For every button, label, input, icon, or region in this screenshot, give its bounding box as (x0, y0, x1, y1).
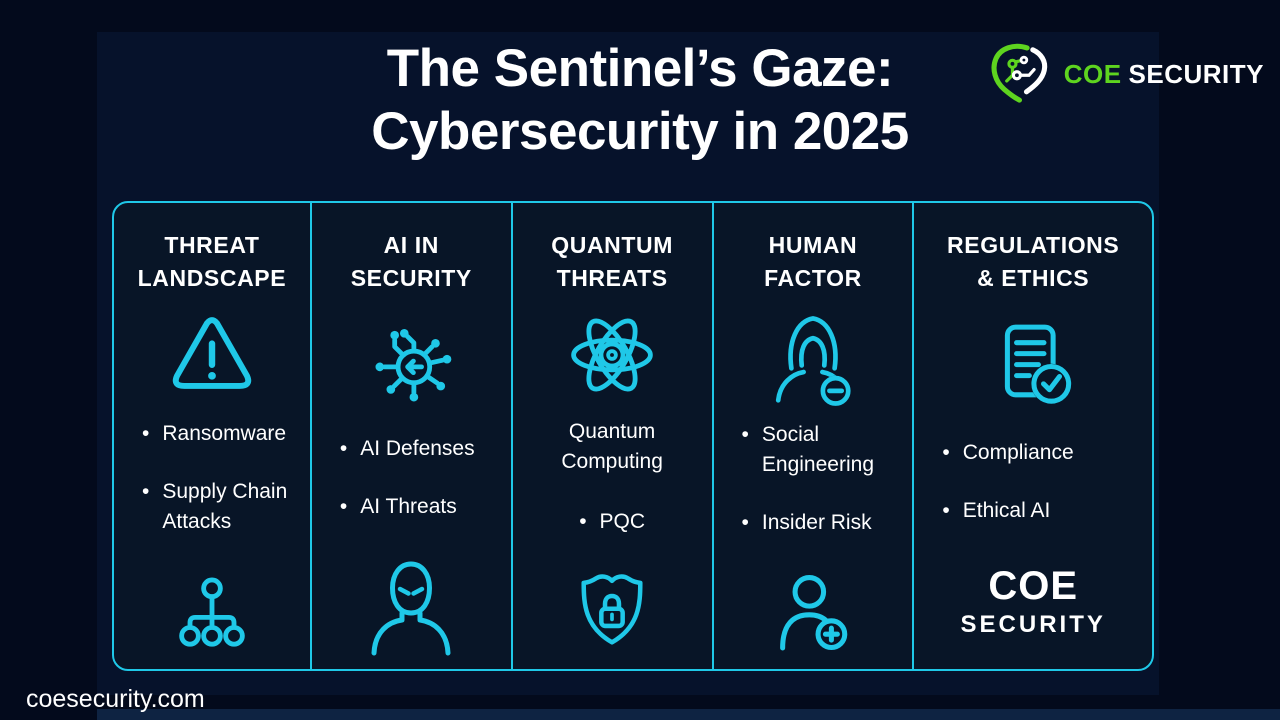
bullet-dot: • (579, 509, 587, 533)
column-title: REGULATIONS & ETHICS (947, 229, 1119, 296)
column-title-line1: QUANTUM (551, 232, 673, 258)
logo-text-security: SECURITY (1128, 58, 1264, 89)
bullet-dot: • (339, 495, 348, 519)
org-hierarchy-icon (179, 577, 245, 647)
page-title: The Sentinel’s Gaze: Cybersecurity in 20… (0, 38, 1280, 163)
list-item-label: Ethical AI (962, 498, 1051, 522)
logo-text-coe: COE (1063, 58, 1122, 89)
list-item: • PQC (521, 507, 704, 537)
column-title-line1: HUMAN (768, 232, 858, 258)
column-human-factor: HUMAN FACTOR • Social Engineering • Inside… (714, 203, 915, 669)
bullet-dot: • (142, 479, 150, 503)
list-item: • Ethical AI (942, 496, 1144, 526)
column-title-line2: FACTOR (764, 265, 862, 292)
column-title-line1: REGULATIONS (947, 232, 1120, 258)
bullet-dot: • (741, 510, 749, 534)
coe-security-logo: COE SECURITY (987, 42, 1264, 106)
user-plus-icon (780, 575, 848, 651)
brand-coe-text: COE (988, 564, 1079, 608)
column-regulations-ethics: REGULATIONS & ETHICS • Compliance • Ethica… (914, 203, 1152, 669)
list-item: • Social Engineering (742, 420, 905, 480)
quantum-computing-note: Quantum Computing (561, 419, 663, 473)
column-title-line1: THREAT (164, 232, 260, 258)
coe-security-wordmark: COE SECURITY (961, 564, 1106, 639)
list-item: • Supply Chain Attacks (142, 477, 302, 537)
column-title: QUANTUM THREATS (551, 229, 673, 296)
list-item: • Compliance (942, 438, 1144, 468)
column-quantum-threats: QUANTUM THREATS Quantum Computing • PQC (513, 203, 714, 669)
bullet-dot: • (741, 422, 749, 446)
hooded-attacker-icon (775, 315, 851, 406)
infographic-panel: THREAT LANDSCAPE • Ransomware • Supply Cha… (112, 201, 1154, 671)
human-factor-list: • Social Engineering • Insider Risk (714, 420, 913, 566)
quantum-threats-list: • PQC (513, 507, 712, 565)
page-title-line1: The Sentinel’s Gaze: (386, 39, 894, 98)
column-title-line2: LANDSCAPE (137, 265, 287, 292)
website-url: coesecurity.com (26, 685, 205, 713)
list-item-label: Compliance (962, 440, 1074, 464)
list-item: • Insider Risk (742, 508, 905, 538)
warning-triangle-icon (172, 316, 252, 389)
column-title-line2: SECURITY (350, 265, 472, 292)
column-ai-in-security: AI IN SECURITY • AI Defenses • AI Threats (312, 203, 513, 669)
list-item-label: Social Engineering (761, 422, 874, 476)
list-item: • AI Threats (340, 492, 503, 522)
regulations-ethics-list: • Compliance • Ethical AI (914, 438, 1152, 554)
column-title-line2: THREATS (556, 265, 668, 292)
bullet-dot: • (339, 437, 348, 461)
column-title-line2: & ETHICS (977, 265, 1090, 292)
atom-icon (571, 318, 653, 392)
list-item-label: Insider Risk (761, 510, 872, 534)
bullet-dot: • (942, 440, 950, 464)
list-item-label: Ransomware (162, 421, 287, 445)
list-item: • Ransomware (142, 419, 302, 449)
bullet-dot: • (142, 421, 150, 445)
document-check-icon (1005, 324, 1072, 404)
column-title: AI IN SECURITY (351, 229, 472, 296)
ai-network-icon (375, 328, 452, 402)
coe-shield-logo-icon (991, 43, 1047, 103)
shield-lock-icon (581, 574, 643, 645)
ai-in-security-list: • AI Defenses • AI Threats (312, 434, 511, 550)
list-item: • AI Defenses (340, 434, 503, 464)
column-title: HUMAN FACTOR (764, 229, 862, 296)
list-item-label: AI Defenses (360, 437, 475, 461)
hacker-face-icon (371, 561, 451, 656)
threat-landscape-list: • Ransomware • Supply Chain Attacks (114, 419, 310, 565)
list-item-label: AI Threats (360, 495, 457, 519)
list-item-label: PQC (599, 509, 646, 533)
page-title-line2: Cybersecurity in 2025 (371, 101, 909, 161)
brand-security-text: SECURITY (960, 611, 1106, 638)
bottom-accent-strip (97, 709, 1280, 720)
list-item-label: Supply Chain Attacks (162, 479, 288, 533)
column-threat-landscape: THREAT LANDSCAPE • Ransomware • Supply Cha… (114, 203, 312, 669)
logo-wordmark: COE SECURITY (1064, 59, 1264, 90)
column-title: THREAT LANDSCAPE (138, 229, 287, 296)
column-title-line1: AI IN (383, 232, 439, 258)
bullet-dot: • (942, 498, 950, 522)
